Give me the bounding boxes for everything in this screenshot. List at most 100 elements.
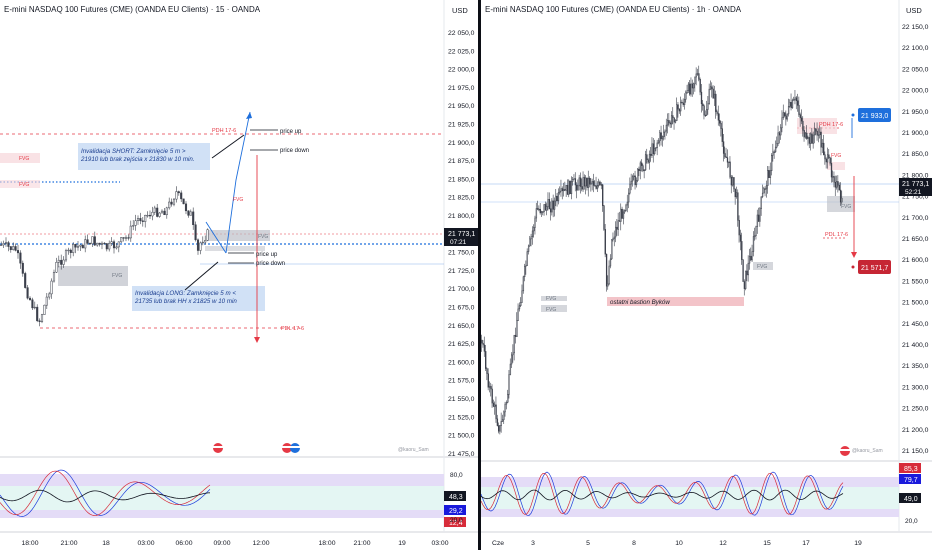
time-axis-tick: 12: [719, 540, 727, 547]
candle-body: [55, 262, 58, 273]
price-axis-tick: 21 675,0: [448, 305, 475, 312]
candle-body: [713, 93, 716, 99]
candle-body: [782, 112, 785, 118]
price-chart[interactable]: PDH 17-6 PDL 17-6 FVG FVG FVG FVG FVG pr…: [0, 0, 478, 550]
candle-body: [134, 220, 137, 226]
candle-body: [685, 92, 687, 100]
candle-body: [709, 86, 712, 90]
candle-body: [676, 104, 678, 121]
candle-body: [589, 177, 591, 185]
candle-body: [755, 226, 757, 236]
candle-body: [206, 229, 209, 241]
oscillator-line: [481, 489, 844, 501]
invalidation-short-note: 21910 lub brak zejścia x 21830 w 10 min.: [80, 156, 195, 163]
us-flag-icon[interactable]: [282, 443, 292, 453]
candle-body: [794, 97, 796, 100]
oscillator-badges: 85,3 79,7 49,0: [899, 463, 921, 503]
candle-body: [568, 180, 570, 195]
candle-body: [511, 354, 513, 365]
time-axis-tick: 03:00: [137, 540, 154, 547]
price-axis-tick: 21 200,0: [902, 427, 929, 434]
candle-body: [689, 83, 691, 95]
candle-body: [699, 79, 701, 93]
candle-body: [771, 155, 773, 171]
candle-body: [172, 198, 176, 205]
price-axis-tick: 21 700,0: [448, 286, 475, 293]
candle-body: [189, 211, 192, 216]
candle-body: [199, 242, 202, 251]
candle-body: [524, 265, 526, 277]
candle-body: [590, 182, 592, 185]
candle-body: [613, 236, 616, 239]
chart-pane-1h[interactable]: E-mini NASDAQ 100 Futures (CME) (OANDA E…: [481, 0, 932, 550]
time-axis-tick: 19: [398, 540, 406, 547]
time-axis-tick: 18:00: [318, 540, 335, 547]
candle-body: [488, 386, 491, 388]
candle-body: [560, 188, 562, 192]
candle-body: [622, 211, 625, 219]
candle-body: [648, 153, 651, 163]
candle-body: [687, 83, 690, 91]
candle-body: [552, 200, 554, 210]
candle-body: [517, 308, 519, 321]
price-chart[interactable]: FVG FVG FVG FVG FVG PDH 17-6 PDL 17-6 os…: [481, 0, 932, 550]
pdh-label: PDH 17-6: [819, 122, 843, 128]
candle-body: [105, 243, 108, 250]
candle-body: [802, 120, 804, 131]
price-axis-tick: 21 875,0: [448, 158, 475, 165]
candle-body: [494, 404, 496, 407]
candle-body: [654, 147, 656, 155]
candle-body: [585, 177, 587, 187]
chart-title: E-mini NASDAQ 100 Futures (CME) (OANDA E…: [4, 5, 261, 14]
candle-body: [748, 255, 751, 264]
candle-body: [726, 157, 729, 163]
candle-body: [187, 210, 190, 216]
candle-body: [660, 132, 662, 140]
price-axis-tick: 21 750,0: [448, 250, 475, 257]
candle-body: [592, 181, 595, 186]
oscillator-line: [0, 469, 211, 517]
candle-body: [747, 262, 749, 276]
price-down-label: price down: [280, 148, 309, 154]
candle-body: [609, 258, 612, 267]
candle-body: [815, 128, 817, 132]
candle-body: [582, 177, 584, 190]
candle-body: [168, 201, 171, 209]
candle-body: [124, 237, 128, 239]
candle-body: [833, 176, 835, 183]
candle-body: [158, 212, 161, 217]
candle-body: [817, 134, 820, 136]
time-axis-tick: 5: [586, 540, 590, 547]
candle-body: [556, 195, 558, 202]
candle-body: [79, 244, 82, 247]
candle-body: [829, 157, 831, 164]
candle-body: [12, 246, 15, 250]
candle-body: [725, 156, 727, 158]
candle-body: [543, 204, 545, 212]
candle-body: [507, 394, 509, 403]
us-flag-icon[interactable]: [213, 443, 223, 453]
candle-body: [841, 197, 843, 203]
candle-body: [607, 283, 609, 287]
candle-body: [160, 210, 164, 214]
candle-body: [745, 270, 747, 289]
candle-body: [136, 218, 140, 221]
target-down-badge: 21 571,7: [851, 260, 891, 274]
price-axis-tick: 21 650,0: [902, 236, 929, 243]
candle-body: [681, 101, 683, 104]
candle-body: [777, 132, 779, 144]
time-axis-tick: 19: [854, 540, 862, 547]
svg-text:29,2: 29,2: [449, 508, 463, 515]
candle-body: [559, 190, 561, 193]
candle-body: [127, 237, 130, 239]
pane-separator[interactable]: [478, 0, 481, 550]
us-flag-icon[interactable]: [840, 446, 850, 456]
candle-body: [72, 244, 75, 253]
candle-body: [0, 244, 3, 246]
us-flag-icon[interactable]: [290, 443, 300, 453]
chart-pane-15m[interactable]: E-mini NASDAQ 100 Futures (CME) (OANDA E…: [0, 0, 478, 550]
fvg-label: FVG: [112, 273, 122, 279]
price-axis-tick: 21 550,0: [902, 278, 929, 285]
time-axis-tick: 17: [802, 540, 810, 547]
oscillator-line: [0, 489, 211, 503]
